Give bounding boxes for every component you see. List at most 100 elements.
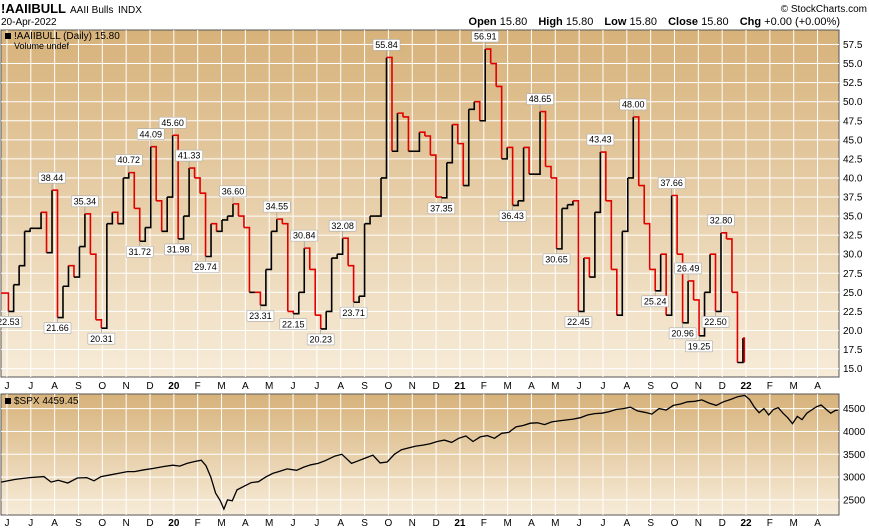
annotation-label: 55.84 bbox=[375, 40, 398, 50]
sentiment-segment bbox=[605, 200, 613, 270]
legend-swatch bbox=[5, 33, 11, 39]
sentiment-segment bbox=[540, 110, 547, 167]
annotation-box bbox=[290, 229, 319, 242]
annotation-box bbox=[136, 128, 165, 140]
sentiment-segment bbox=[178, 216, 185, 240]
y-tick-label: 55.0 bbox=[843, 59, 863, 70]
main-grid bbox=[1, 30, 839, 377]
chart-date: 20-Apr-2022 bbox=[1, 17, 57, 28]
exchange-label: INDX bbox=[118, 5, 142, 16]
y-tick-label: 4500 bbox=[843, 404, 866, 415]
sentiment-segment bbox=[386, 56, 393, 152]
x-tick-label: M bbox=[503, 381, 511, 392]
sentiment-segment bbox=[95, 319, 103, 329]
main-panel: 22.53 38.44 21.66 35.34 20.31 40.72 31.72 44.09… bbox=[0, 29, 840, 378]
annotation-label: 48.65 bbox=[529, 94, 552, 104]
sentiment-segment bbox=[600, 151, 607, 201]
main-x-axis: J J A S O N D 20 F M A M J J A S O N D 21 F M A M J J A S O N D 22 F M A bbox=[4, 381, 821, 392]
sentiment-segment bbox=[671, 194, 678, 255]
annotation-box bbox=[306, 333, 335, 346]
quote-open: 15.80 bbox=[500, 16, 528, 28]
annotation-box bbox=[427, 202, 456, 215]
sentiment-segment bbox=[435, 196, 443, 198]
annotation-label: 31.72 bbox=[128, 247, 151, 257]
annotation-label: 56.91 bbox=[474, 32, 497, 42]
x-tick-label: 22 bbox=[740, 381, 752, 392]
sentiment-segment bbox=[1, 292, 10, 312]
y-tick-label: 52.5 bbox=[843, 78, 863, 89]
sentiment-segment bbox=[134, 207, 141, 242]
sentiment-segment bbox=[19, 231, 26, 267]
annotation-box bbox=[279, 318, 308, 331]
x-tick-label: F bbox=[195, 518, 201, 529]
x-tick-label: A bbox=[242, 381, 249, 392]
annotation-box bbox=[526, 93, 554, 105]
annotation-box bbox=[246, 310, 275, 322]
x-tick-label: J bbox=[28, 381, 33, 392]
annotation-box bbox=[586, 133, 615, 146]
x-tick-label: O bbox=[385, 381, 393, 392]
sentiment-segment bbox=[490, 62, 497, 87]
sentiment-segment bbox=[145, 146, 152, 229]
sentiment-segment bbox=[496, 85, 503, 159]
sentiment-segment bbox=[682, 280, 689, 324]
x-tick-label: A bbox=[623, 381, 630, 392]
sentiment-segment bbox=[232, 203, 240, 217]
sentiment-segment bbox=[238, 215, 245, 228]
sentiment-segment bbox=[424, 135, 432, 156]
x-tick-label: M bbox=[217, 381, 225, 392]
sentiment-segment bbox=[556, 208, 563, 250]
annotation-box bbox=[619, 98, 648, 111]
x-tick-label: A bbox=[51, 381, 58, 392]
x-tick-label: A bbox=[528, 381, 535, 392]
sentiment-segment bbox=[644, 222, 651, 270]
sentiment-segment bbox=[117, 177, 125, 225]
y-tick-label: 22.5 bbox=[843, 307, 863, 318]
x-tick-label: A bbox=[814, 381, 821, 392]
sentiment-segment bbox=[8, 284, 15, 313]
sentiment-segment bbox=[638, 184, 646, 224]
sentiment-segment bbox=[693, 299, 700, 336]
sentiment-segment bbox=[627, 116, 635, 179]
y-tick-label: 32.5 bbox=[843, 231, 863, 242]
sentiment-segment bbox=[172, 134, 179, 239]
x-tick-label: M bbox=[217, 518, 225, 529]
x-tick-label: A bbox=[242, 518, 249, 529]
sentiment-segment bbox=[200, 192, 207, 257]
sentiment-segment bbox=[315, 314, 322, 329]
quote-chg-label: Chg bbox=[740, 16, 761, 28]
x-tick-label: J bbox=[577, 518, 582, 529]
annotation-box bbox=[707, 214, 735, 227]
y-tick-label: 3000 bbox=[843, 473, 866, 484]
annotation-label: 40.72 bbox=[118, 155, 141, 165]
annotation-label: 22.50 bbox=[704, 317, 727, 327]
sentiment-segment bbox=[572, 200, 580, 312]
sentiment-segment bbox=[194, 177, 201, 194]
sentiment-segment bbox=[397, 112, 404, 117]
spx-line bbox=[0, 394, 838, 511]
annotation-box bbox=[114, 154, 143, 166]
x-tick-label: S bbox=[361, 518, 368, 529]
x-tick-label: D bbox=[719, 518, 726, 529]
x-tick-label: M bbox=[790, 518, 798, 529]
x-tick-label: J bbox=[291, 518, 296, 529]
sentiment-segment bbox=[189, 167, 196, 178]
sentiment-segment bbox=[353, 296, 360, 304]
annotation-label: 29.74 bbox=[194, 262, 217, 272]
annotation-box bbox=[71, 195, 99, 208]
sentiment-segment bbox=[381, 57, 388, 179]
quote-line: Open 15.80 High 15.80 Low 15.80 Close 15… bbox=[469, 16, 840, 28]
sentiment-segment bbox=[518, 147, 525, 202]
annotation-box bbox=[668, 327, 697, 340]
x-tick-label: F bbox=[767, 381, 773, 392]
x-tick-label: F bbox=[481, 381, 487, 392]
sentiment-segment bbox=[419, 131, 426, 137]
sentiment-segment bbox=[298, 248, 306, 294]
symbol-title: !AAIIBULL bbox=[1, 1, 66, 16]
quote-close: 15.80 bbox=[701, 16, 729, 28]
annotation-box bbox=[542, 253, 571, 266]
annotation-label: 20.96 bbox=[671, 328, 694, 338]
sentiment-segment bbox=[375, 177, 382, 217]
sentiment-segment bbox=[35, 212, 42, 230]
annotation-box bbox=[685, 340, 713, 353]
